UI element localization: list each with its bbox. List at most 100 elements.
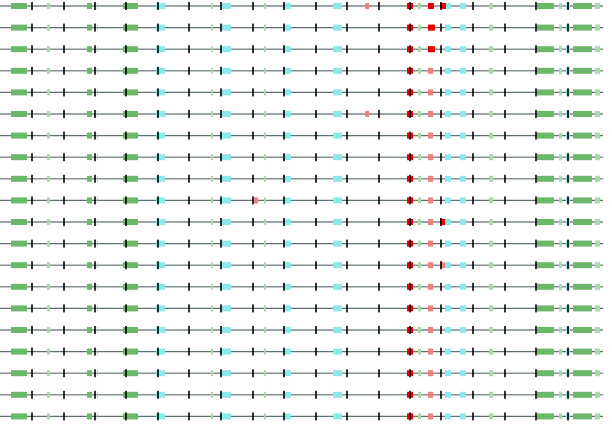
feature-cyan-block: [333, 175, 342, 182]
feature-green-strong-block: [123, 413, 138, 420]
feature-green-strong-block: [87, 283, 92, 290]
feature-green-strong-block: [537, 219, 554, 225]
feature-green-strong-block: [537, 283, 554, 290]
feature-green-light-block: [47, 89, 50, 96]
feature-cyan-block: [445, 89, 451, 96]
feature-red-light-block: [428, 413, 433, 420]
feature-cyan-block: [460, 240, 466, 247]
feature-green-light-block: [97, 283, 98, 290]
feature-green-light-block: [264, 283, 266, 290]
feature-green-strong-block: [537, 132, 554, 139]
feature-green-light-block: [595, 391, 600, 398]
feature-cyan-block: [445, 3, 451, 9]
feature-cyan-block: [221, 197, 231, 204]
feature-green-light-block: [595, 132, 600, 139]
feature-green-light-block: [489, 67, 493, 74]
feature-green-light-block: [264, 219, 266, 225]
feature-green-light-block: [211, 370, 213, 377]
track-row: [0, 304, 603, 313]
track-row: [0, 261, 603, 270]
feature-green-light-block: [418, 3, 421, 9]
feature-green-light-block: [97, 132, 98, 139]
feature-green-light-block: [211, 262, 213, 269]
feature-green-light-block: [595, 240, 600, 247]
feature-green-light-block: [264, 24, 266, 31]
feature-green-strong-block: [87, 305, 92, 312]
feature-cyan-block: [333, 154, 342, 161]
feature-green-strong-block: [537, 262, 554, 269]
feature-green-strong-block: [11, 132, 27, 139]
feature-red-light-block: [428, 111, 433, 117]
feature-cyan-block: [156, 24, 165, 31]
feature-green-strong-block: [11, 348, 27, 355]
feature-green-strong-block: [11, 3, 27, 9]
feature-green-strong-block: [123, 327, 138, 333]
feature-green-strong-block: [537, 3, 554, 9]
feature-green-light-block: [47, 67, 50, 74]
feature-green-strong-block: [11, 175, 27, 182]
feature-red-light-block: [428, 391, 433, 398]
feature-cyan-block: [283, 370, 291, 377]
feature-cyan-block: [221, 89, 231, 96]
feature-green-light-block: [489, 283, 493, 290]
feature-green-light-block: [264, 240, 266, 247]
feature-red-light-block: [428, 132, 433, 139]
feature-green-light-block: [97, 348, 98, 355]
feature-red-light-block: [428, 89, 433, 96]
feature-cyan-block: [445, 154, 451, 161]
feature-cyan-block: [445, 283, 451, 290]
feature-cyan-block: [460, 370, 466, 377]
feature-green-light-block: [47, 3, 50, 9]
feature-green-strong-block: [87, 391, 92, 398]
feature-cyan-block: [460, 175, 466, 182]
feature-green-strong-block: [87, 89, 92, 96]
feature-green-light-block: [211, 240, 213, 247]
feature-cyan-block: [333, 219, 342, 225]
feature-green-light-block: [97, 111, 98, 117]
feature-red-light-block: [428, 197, 433, 204]
track-row: [0, 88, 603, 97]
feature-green-strong-block: [87, 197, 92, 204]
feature-cyan-block: [156, 262, 165, 269]
feature-green-light-block: [559, 240, 562, 247]
feature-cyan-block: [283, 89, 291, 96]
feature-cyan-block: [283, 175, 291, 182]
feature-green-light-block: [264, 89, 266, 96]
feature-cyan-block: [333, 3, 342, 9]
track-row: [0, 174, 603, 183]
feature-green-light-block: [418, 305, 421, 312]
feature-cyan-block: [445, 391, 451, 398]
feature-cyan-block: [283, 111, 291, 117]
feature-green-light-block: [47, 24, 50, 31]
feature-cyan-block: [283, 46, 291, 53]
feature-green-light-block: [489, 175, 493, 182]
feature-green-light-block: [559, 175, 562, 182]
feature-cyan-block: [283, 197, 291, 204]
feature-green-light-block: [97, 262, 98, 269]
feature-cyan-block: [221, 262, 231, 269]
feature-cyan-block: [460, 305, 466, 312]
feature-cyan-block: [221, 327, 231, 333]
feature-green-strong-block: [11, 24, 27, 31]
feature-cyan-block: [221, 240, 231, 247]
feature-green-light-block: [418, 46, 421, 53]
feature-green-strong-block: [537, 413, 554, 420]
feature-green-light-block: [211, 283, 213, 290]
feature-green-light-block: [418, 111, 421, 117]
feature-green-strong-block: [573, 46, 592, 53]
feature-green-strong-block: [11, 391, 27, 398]
feature-green-light-block: [489, 111, 493, 117]
feature-cyan-block: [221, 67, 231, 74]
feature-green-strong-block: [573, 89, 592, 96]
track-row: [0, 196, 603, 205]
feature-green-light-block: [559, 89, 562, 96]
feature-cyan-block: [460, 391, 466, 398]
feature-cyan-block: [221, 391, 231, 398]
feature-green-strong-block: [573, 219, 592, 225]
feature-green-light-block: [559, 305, 562, 312]
feature-green-light-block: [489, 24, 493, 31]
feature-green-strong-block: [11, 262, 27, 269]
feature-green-light-block: [559, 111, 562, 117]
feature-green-strong-block: [123, 283, 138, 290]
